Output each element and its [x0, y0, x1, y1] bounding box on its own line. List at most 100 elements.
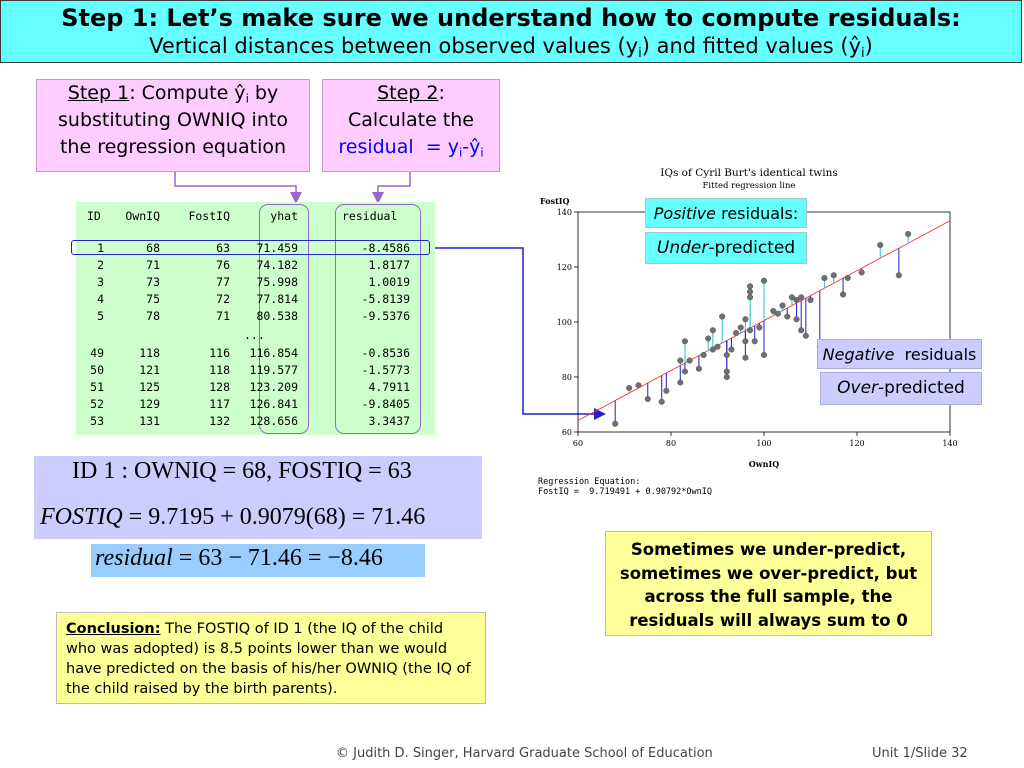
table-row: 2 71 76 74.182 1.8177 — [76, 258, 435, 274]
chart-title: IQs of Cyril Burt's identical twins — [660, 167, 838, 179]
data-point — [798, 294, 805, 301]
data-point — [830, 272, 837, 279]
table-ellipsis: ... — [244, 328, 265, 342]
step2-box: Step 2: Calculate the residual = yi-ŷi — [322, 79, 500, 172]
data-point — [663, 387, 670, 394]
table-cell: -8.4586 — [361, 241, 410, 255]
y-tick-label: 80 — [562, 373, 572, 382]
table-cell: 128 — [209, 380, 230, 394]
data-point — [612, 420, 619, 427]
table-cell: 123.209 — [249, 380, 298, 394]
table-cell: 125 — [139, 380, 160, 394]
data-point — [742, 316, 749, 323]
data-point — [788, 294, 795, 301]
table-cell: 119.577 — [249, 363, 298, 377]
table-cell: 72 — [216, 292, 230, 306]
data-point — [742, 354, 749, 361]
y-axis-label: FostIQ — [540, 196, 570, 206]
data-point — [695, 365, 702, 372]
data-point — [844, 274, 851, 282]
table-cell: -1.5773 — [361, 363, 410, 377]
data-point — [658, 398, 665, 405]
yhat-column-outline — [259, 204, 309, 434]
step1-line2: substituting OWNIQ into — [58, 109, 288, 131]
table-cell: 129 — [139, 397, 160, 411]
data-point — [723, 373, 730, 381]
footer-slide-number: Unit 1/Slide 32 — [872, 746, 968, 761]
step1-label: Step 1 — [67, 82, 130, 104]
table-cell: 128.656 — [249, 414, 298, 428]
data-point — [774, 310, 782, 317]
table-cell: 1 — [97, 241, 104, 255]
equation-box: ID 1 : OWNIQ = 68, FOSTIQ = 63 FOSTIQ = … — [34, 456, 482, 539]
data-point — [709, 346, 716, 353]
table-cell: 5 — [97, 309, 104, 323]
table-cell: 49 — [90, 346, 104, 360]
x-tick-label: 100 — [756, 439, 771, 448]
step1-connector — [174, 172, 302, 204]
data-point — [681, 338, 688, 345]
data-point — [802, 332, 809, 339]
residual-equation-box: residual = 63 − 71.46 = −8.46 — [91, 544, 425, 577]
table-cell: -9.8405 — [361, 397, 410, 411]
data-point — [681, 368, 688, 375]
table-cell: 117 — [209, 397, 230, 411]
table-cell: 71.459 — [256, 241, 298, 255]
data-point — [719, 313, 726, 320]
id1-equation: ID 1 : OWNIQ = 68, FOSTIQ = 63 — [72, 458, 412, 484]
table-row: 53 131 132 128.656 3.3437 — [76, 414, 435, 430]
step2-label: Step 2 — [377, 82, 439, 104]
table-row: 51 125 128 123.209 4.7911 — [76, 380, 435, 396]
table-cell: 50 — [90, 363, 104, 377]
x-tick-label: 60 — [573, 439, 583, 448]
table-cell: 74.182 — [256, 258, 298, 272]
table-cell: 68 — [146, 241, 160, 255]
step1-line3: the regression equation — [59, 136, 287, 158]
data-point — [858, 269, 865, 276]
residual-equation: residual = 63 − 71.46 = −8.46 — [95, 545, 383, 571]
x-tick-label: 80 — [666, 439, 676, 448]
slide-title: Step 1: Let’s make sure we understand ho… — [61, 4, 961, 32]
table-row: 1 68 63 71.459 -8.4586 — [76, 241, 435, 257]
y-tick-label: 140 — [557, 208, 572, 217]
table-cell: 63 — [216, 241, 230, 255]
table-cell: 3 — [97, 275, 104, 289]
scatter-chart: IQs of Cyril Burt's identical twins Fitt… — [540, 167, 958, 469]
data-point — [793, 316, 800, 323]
slide-subtitle: Vertical distances between observed valu… — [149, 34, 873, 61]
step2-formula: residual = yi-ŷi — [338, 136, 484, 160]
negative-residuals-label: Negative residuals — [817, 339, 982, 369]
table-cell: -5.8139 — [361, 292, 410, 306]
data-point — [714, 343, 721, 350]
conclusion-box: Conclusion: The FOSTIQ of ID 1 (the IQ o… — [56, 612, 486, 704]
conclusion-text: The FOSTIQ of ID 1 (the IQ of the child … — [66, 621, 471, 697]
data-point — [742, 338, 749, 345]
table-header: ID OwnIQ FostIQ yhat residual — [87, 209, 398, 223]
data-point — [793, 296, 800, 304]
fitted-equation: FOSTIQ = 9.7195 + 0.9079(68) = 71.46 — [40, 504, 426, 530]
table-cell: 77 — [216, 275, 230, 289]
table-cell: 52 — [90, 397, 104, 411]
data-point — [728, 346, 735, 353]
table-cell: 118 — [139, 346, 160, 360]
y-tick-label: 120 — [557, 263, 572, 272]
table-row: 49 118 116 116.854 -0.8536 — [76, 346, 435, 362]
data-point — [677, 357, 684, 364]
table-cell: 4.7911 — [368, 380, 410, 394]
table-cell: 71 — [146, 258, 160, 272]
positive-residuals-label: Positive residuals: — [645, 198, 807, 228]
data-point — [760, 351, 768, 359]
data-point — [723, 351, 730, 359]
data-point — [807, 296, 814, 304]
data-point — [747, 294, 754, 301]
data-point — [751, 338, 758, 345]
table-row: 3 73 77 75.998 1.0019 — [76, 275, 435, 291]
data-point — [747, 327, 754, 334]
table-row: 52 129 117 126.841 -9.8405 — [76, 397, 435, 413]
data-point — [686, 357, 693, 364]
data-point — [760, 277, 768, 284]
data-point — [770, 307, 777, 315]
over-predicted-label: Over-predicted — [820, 372, 982, 405]
data-point — [895, 272, 902, 279]
table-cell: 118 — [209, 363, 230, 377]
